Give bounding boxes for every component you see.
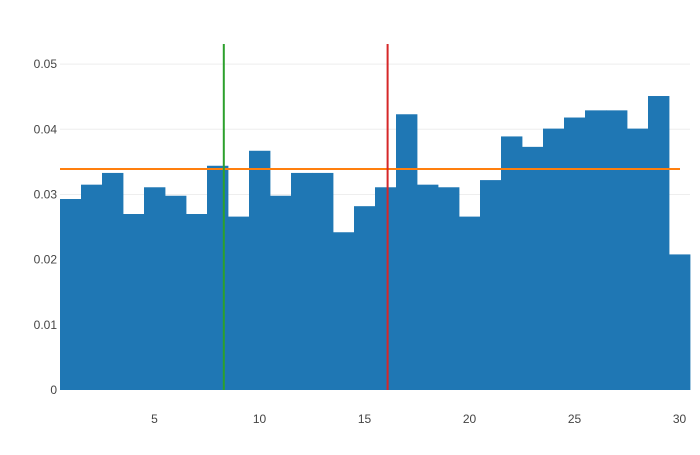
bar <box>417 184 439 390</box>
bar <box>606 110 628 390</box>
bar <box>123 214 145 390</box>
bar <box>165 195 187 390</box>
bar <box>375 187 397 390</box>
y-axis: 0 0.01 0.02 0.03 0.04 0.05 <box>34 57 58 397</box>
x-tick-label: 20 <box>463 412 477 426</box>
x-tick-label: 15 <box>358 412 372 426</box>
bar <box>480 180 502 390</box>
bar <box>102 172 124 390</box>
bar <box>60 199 82 390</box>
bar <box>585 110 607 390</box>
bar <box>270 195 292 390</box>
bar <box>249 150 271 390</box>
x-tick-label: 25 <box>568 412 582 426</box>
y-tick-label: 0.04 <box>34 122 58 136</box>
x-axis: 5 10 15 20 25 30 <box>151 412 686 426</box>
bar <box>312 172 334 390</box>
bar <box>648 96 670 390</box>
y-tick-label: 0.05 <box>34 57 58 71</box>
y-tick-label: 0 <box>50 383 57 397</box>
bar <box>354 206 376 390</box>
y-tick-label: 0.02 <box>34 253 58 267</box>
x-tick-label: 5 <box>151 412 158 426</box>
bar <box>333 232 355 390</box>
bar <box>669 254 691 390</box>
bar <box>396 114 418 391</box>
bar <box>81 184 103 390</box>
bar <box>459 216 481 390</box>
bar <box>291 172 313 390</box>
bar <box>207 165 229 390</box>
y-tick-label: 0.01 <box>34 318 58 332</box>
bar <box>627 128 649 390</box>
bars <box>60 96 691 391</box>
reference-lines <box>60 44 680 390</box>
bar <box>438 187 460 390</box>
y-tick-label: 0.03 <box>34 187 58 201</box>
x-tick-label: 10 <box>253 412 267 426</box>
bar <box>501 136 523 390</box>
bar <box>186 214 208 390</box>
bar <box>564 117 586 390</box>
bar <box>543 128 565 390</box>
bar <box>228 216 250 390</box>
bar <box>144 187 166 390</box>
x-tick-label: 30 <box>673 412 687 426</box>
bar <box>522 146 544 390</box>
